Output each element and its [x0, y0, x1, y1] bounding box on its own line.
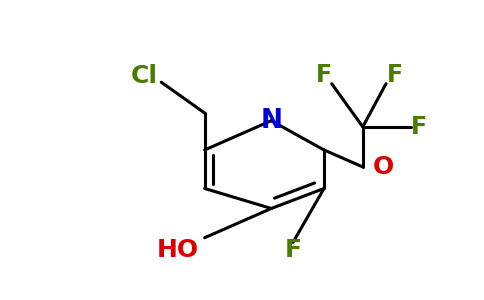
Text: HO: HO: [157, 238, 199, 262]
Text: F: F: [410, 115, 426, 139]
Text: O: O: [372, 155, 393, 179]
Text: N: N: [260, 108, 282, 134]
Text: Cl: Cl: [131, 64, 158, 88]
Text: F: F: [387, 62, 403, 86]
Text: F: F: [285, 238, 302, 262]
Text: F: F: [316, 62, 332, 86]
